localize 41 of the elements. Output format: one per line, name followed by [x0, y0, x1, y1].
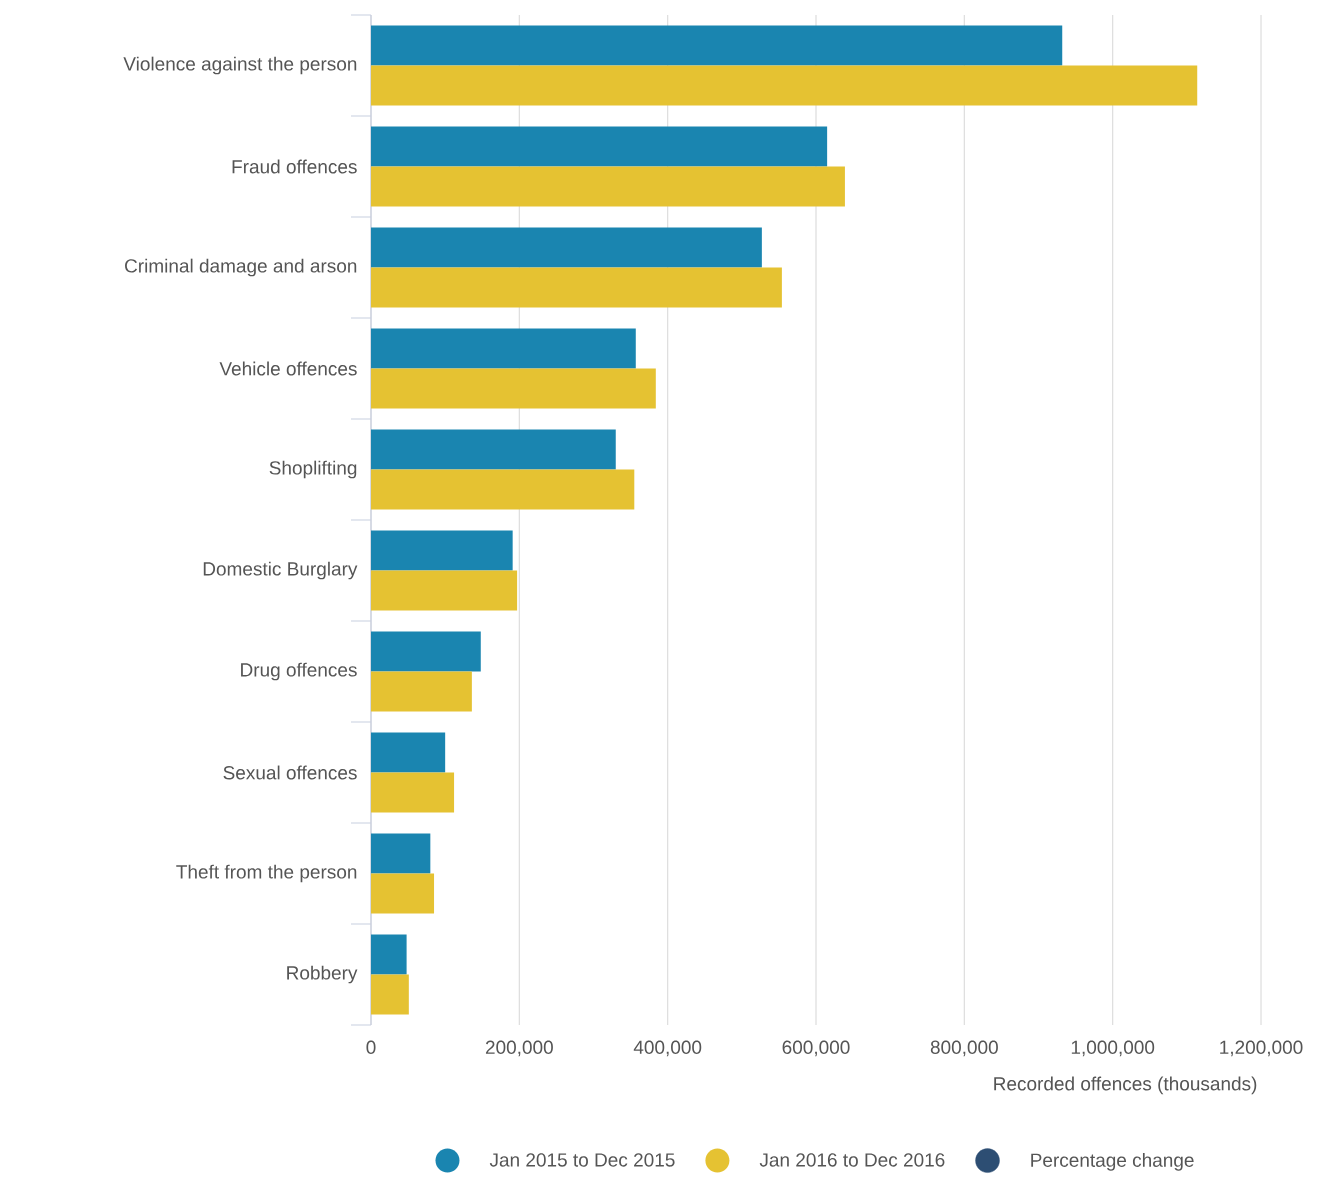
- bar: [371, 530, 513, 571]
- bar: [371, 469, 635, 510]
- y-tick-label: Violence against the person: [123, 56, 357, 75]
- y-tick-label: Vehicle offences: [219, 361, 357, 376]
- bar: [371, 631, 481, 672]
- x-tick-label: 600,000: [782, 1040, 850, 1057]
- bar: [371, 974, 409, 1015]
- bar: [371, 166, 845, 207]
- x-tick-label: 0: [366, 1040, 376, 1054]
- y-tick-label: Criminal damage and arson: [125, 258, 357, 277]
- y-tick-label: Shoplifting: [269, 460, 357, 479]
- x-tick-label: 200,000: [485, 1040, 553, 1057]
- bar: [371, 227, 762, 268]
- bar: [371, 671, 472, 712]
- bar: [371, 328, 636, 369]
- bar: [371, 429, 616, 470]
- y-tick-label: Fraud offences: [232, 159, 357, 174]
- bar: [371, 126, 828, 167]
- x-tick-label: 1,200,000: [1220, 1040, 1303, 1057]
- bar: [371, 873, 435, 914]
- bar: [371, 65, 1198, 106]
- y-tick-label: Theft from the person: [176, 864, 357, 883]
- x-tick-label: 400,000: [633, 1040, 702, 1057]
- bar: [371, 570, 518, 611]
- bar: [371, 934, 407, 975]
- legend-label: Jan 2015 to Dec 2015: [489, 1153, 675, 1167]
- bar: [371, 25, 1063, 66]
- y-tick-label: Drug offences: [241, 662, 357, 681]
- bar: [371, 267, 782, 308]
- y-tick-label: Domestic Burglary: [203, 561, 358, 580]
- y-tick-label: Robbery: [287, 965, 358, 984]
- legend-label: Jan 2016 to Dec 2016: [759, 1153, 945, 1167]
- bar: [371, 368, 656, 409]
- bar: [371, 833, 431, 874]
- x-tick-label: 800,000: [930, 1040, 998, 1057]
- legend-label: Percentage change: [1031, 1152, 1194, 1171]
- bar: [371, 772, 455, 813]
- bar: [371, 732, 446, 773]
- x-axis-title: Recorded offences (thousands): [994, 1076, 1257, 1095]
- x-tick-label: 1,000,000: [1071, 1040, 1155, 1057]
- y-tick-label: Sexual offences: [223, 765, 357, 780]
